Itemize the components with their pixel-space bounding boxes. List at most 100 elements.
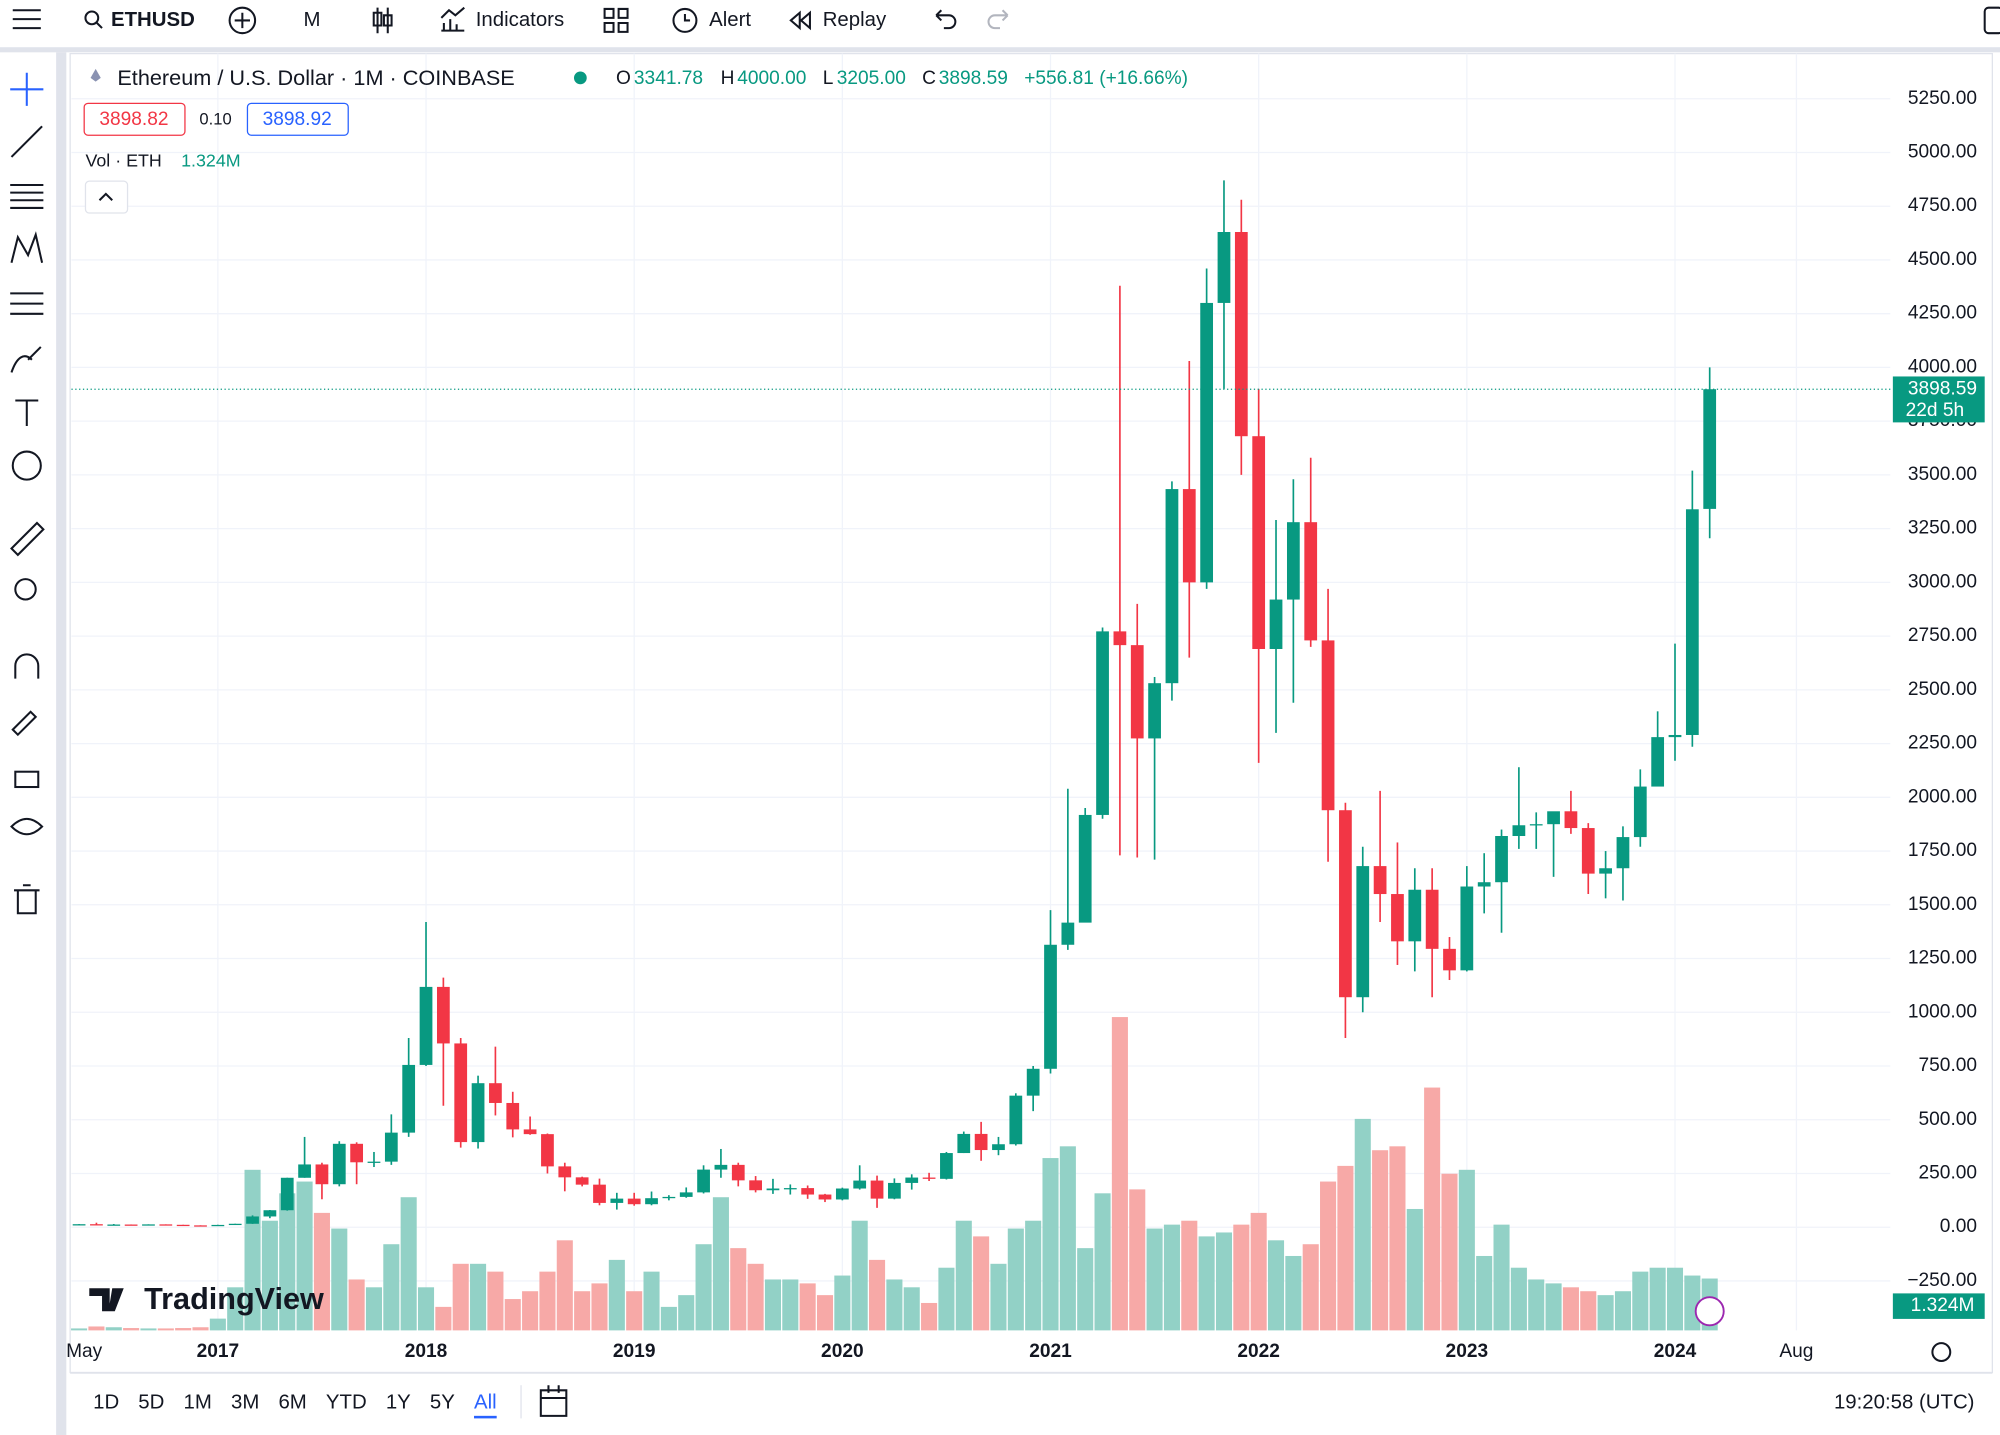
layouts-icon[interactable] xyxy=(603,7,629,33)
candle-body xyxy=(662,1196,676,1199)
replay[interactable]: Replay xyxy=(823,9,887,31)
candle-body xyxy=(766,1188,780,1191)
symbol[interactable]: ETHUSD xyxy=(111,9,195,31)
volume-bar xyxy=(938,1267,955,1331)
y-tick-label: −250.00 xyxy=(1907,1270,1977,1291)
volume-bar xyxy=(365,1287,383,1331)
candle-body xyxy=(1009,1095,1023,1145)
emoji-tool[interactable] xyxy=(11,450,42,481)
candle-body xyxy=(523,1129,537,1135)
ohlc-key: C xyxy=(922,68,936,89)
y-tick-label: 2250.00 xyxy=(1908,733,1977,754)
x-tick-label: 2022 xyxy=(1237,1341,1280,1362)
text-tool[interactable] xyxy=(15,399,39,427)
candle-body xyxy=(1200,302,1214,583)
collapse-button[interactable] xyxy=(84,180,129,214)
range-button[interactable]: 3M xyxy=(231,1391,259,1413)
range-button[interactable]: 5D xyxy=(138,1391,164,1413)
volume-bar xyxy=(504,1299,521,1331)
candle-body xyxy=(506,1102,520,1130)
trend-line-tool[interactable] xyxy=(10,125,43,158)
indicators[interactable]: Indicators xyxy=(476,9,564,31)
draw-lock-tool[interactable] xyxy=(11,710,38,737)
chart-type-icon[interactable] xyxy=(372,7,393,34)
fib-tool[interactable] xyxy=(10,183,44,209)
volume-bar xyxy=(782,1279,799,1331)
y-tick-label: 5250.00 xyxy=(1908,88,1977,109)
zoom-tool[interactable] xyxy=(14,578,37,601)
date-range-icon[interactable] xyxy=(539,1385,568,1417)
visibility-tool[interactable] xyxy=(10,817,44,836)
volume-bar xyxy=(1597,1295,1614,1331)
volume-bar xyxy=(1059,1146,1076,1331)
projection-tool[interactable] xyxy=(10,292,44,315)
lock-tool[interactable] xyxy=(14,770,40,789)
alert-icon xyxy=(683,14,691,22)
volume-bar xyxy=(487,1271,504,1331)
bottom-border xyxy=(70,1372,1993,1374)
candle-body xyxy=(263,1210,277,1217)
magnet-tool[interactable] xyxy=(14,653,40,679)
alert[interactable]: Alert xyxy=(709,9,751,31)
volume-value: 1.324M xyxy=(181,151,241,171)
brush-tool[interactable] xyxy=(10,346,42,373)
volume-bar xyxy=(591,1283,608,1331)
range-button[interactable]: 1M xyxy=(184,1391,212,1413)
redo-icon[interactable] xyxy=(987,9,1009,30)
candle-body xyxy=(1130,645,1144,739)
interval[interactable]: M xyxy=(304,9,321,31)
volume-bar xyxy=(522,1291,539,1331)
menu-icon[interactable] xyxy=(12,9,41,30)
candle-body xyxy=(1408,889,1422,942)
candle-body xyxy=(315,1164,329,1185)
candle-body xyxy=(1391,894,1404,942)
candle-body xyxy=(888,1182,901,1199)
plot: May 2017 2018 2019 2020 2021 2022 2023 2024 Aug −2… xyxy=(66,53,1985,1362)
candle-body xyxy=(280,1177,294,1211)
range-button[interactable]: All xyxy=(474,1391,497,1413)
y-tick-label: 3250.00 xyxy=(1908,518,1977,539)
toolbar-border xyxy=(0,47,2000,53)
range-button[interactable]: YTD xyxy=(326,1391,367,1413)
watermark-text: TradingView xyxy=(144,1282,324,1316)
x-tick-label: 2024 xyxy=(1654,1341,1697,1362)
panel-icon[interactable] xyxy=(1983,6,2000,35)
volume-bar xyxy=(990,1263,1007,1331)
volume-bar xyxy=(869,1259,886,1331)
candle-body xyxy=(1339,810,1352,998)
candle-body xyxy=(1547,811,1560,825)
volume-bar xyxy=(1372,1150,1389,1331)
pattern-tool[interactable] xyxy=(10,231,44,264)
legend: Ethereum / U.S. Dollar · 1M · COINBASE O… xyxy=(83,65,1188,214)
range-button[interactable]: 1Y xyxy=(386,1391,411,1413)
left-border xyxy=(56,52,67,1435)
range-button[interactable]: 6M xyxy=(278,1391,306,1413)
candle-body xyxy=(124,1224,138,1226)
volume-bar xyxy=(1406,1208,1423,1331)
buy-box[interactable] xyxy=(246,102,349,136)
sell-box[interactable] xyxy=(83,102,186,136)
y-tick-label: 5000.00 xyxy=(1908,142,1977,163)
candle-body xyxy=(541,1134,554,1167)
y-tick-label: 1500.00 xyxy=(1908,894,1977,915)
crosshair-tool[interactable] xyxy=(10,72,44,106)
undo-icon[interactable] xyxy=(935,9,957,30)
volume-bar xyxy=(1649,1267,1666,1331)
bottom-bar: 1D 5D 1M 3M 6M YTD 1Y 5Y All 19:20:58 (UTC) xyxy=(70,1342,1993,1419)
settings-icon[interactable] xyxy=(1931,1342,1952,1363)
volume-bar xyxy=(1250,1212,1267,1331)
volume-bar xyxy=(1666,1267,1684,1331)
delete-tool[interactable] xyxy=(14,884,40,915)
candle-body xyxy=(1685,509,1699,735)
volume-bar xyxy=(1163,1224,1180,1331)
candle-body xyxy=(645,1198,658,1205)
bid: 3898.82 xyxy=(99,109,168,130)
range-button[interactable]: 5Y xyxy=(430,1391,455,1413)
candle-body xyxy=(159,1224,173,1226)
ruler-tool[interactable] xyxy=(10,521,45,557)
search-icon xyxy=(84,10,100,26)
market-status xyxy=(573,71,587,85)
range-button[interactable]: 1D xyxy=(93,1391,119,1413)
y-tick-label: 4750.00 xyxy=(1908,195,1977,216)
add-icon[interactable] xyxy=(228,6,257,35)
